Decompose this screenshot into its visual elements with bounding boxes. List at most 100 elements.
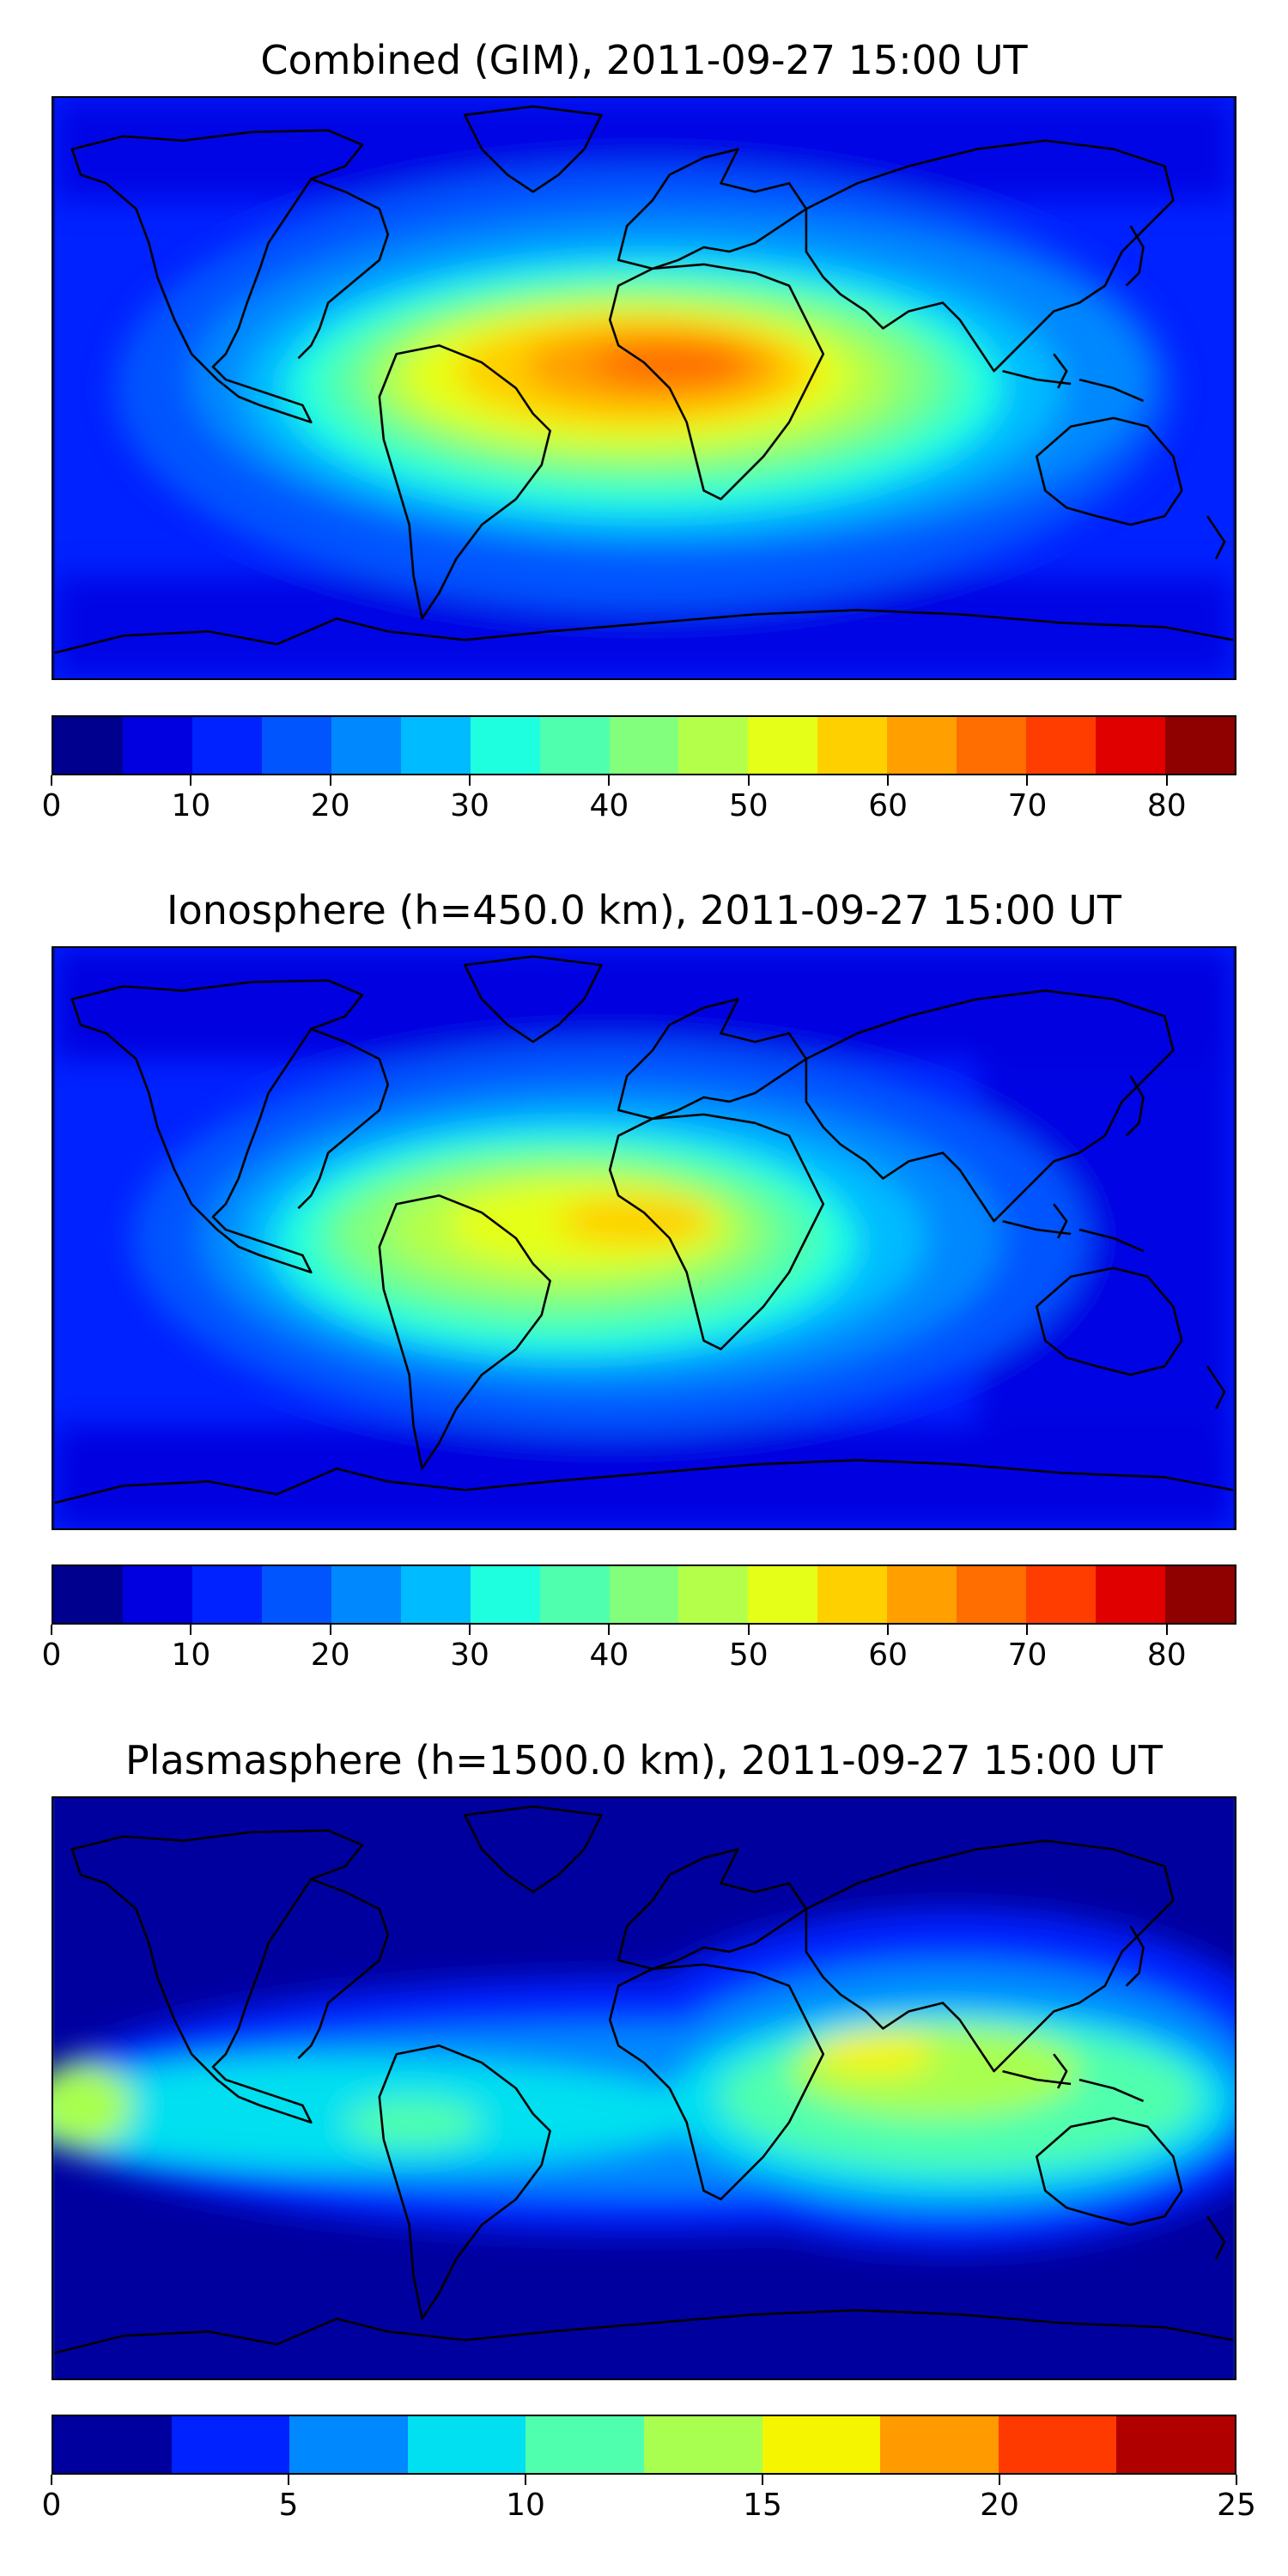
- colorbar-segment: [748, 717, 818, 774]
- colorbar-tick: [608, 1625, 611, 1635]
- colorbar-segment: [1026, 1566, 1097, 1623]
- colorbar-segment: [400, 1566, 471, 1623]
- colorbar-tick: [190, 775, 192, 786]
- colorbar-tick-label: 70: [1007, 788, 1048, 823]
- colorbar-tick-label: 15: [743, 2488, 782, 2523]
- colorbar-tick-label: 20: [310, 788, 350, 823]
- colorbar-tick: [762, 2475, 763, 2485]
- colorbar-tick-label: 20: [980, 2488, 1019, 2523]
- colorbar-tick: [1165, 1625, 1168, 1635]
- colorbar-tick: [1165, 775, 1168, 786]
- colorbar-tick-label: 25: [1217, 2488, 1256, 2523]
- map-title: Combined (GIM), 2011-09-27 15:00 UT: [260, 37, 1028, 83]
- colorbar-tick: [1026, 775, 1029, 786]
- colorbar-segment: [470, 717, 540, 774]
- colorbar-tick: [1236, 2475, 1237, 2485]
- colorbar-segment: [400, 717, 471, 774]
- colorbar-tick: [51, 1625, 52, 1635]
- colorbar-tick: [190, 1625, 192, 1635]
- colorbar-tick: [999, 2475, 1000, 2485]
- colorbar: [52, 715, 1236, 775]
- colorbar-segment: [171, 2416, 290, 2473]
- colorbar-segment: [331, 717, 401, 774]
- colorbar-segment: [407, 2416, 526, 2473]
- colorbar-tick: [329, 775, 331, 786]
- colorbar-tick-label: 40: [589, 1637, 629, 1673]
- colorbar-tick-label: 70: [1007, 1637, 1048, 1673]
- colorbar-tick: [525, 2475, 526, 2485]
- colorbar-segment: [539, 717, 610, 774]
- colorbar-segment: [880, 2416, 999, 2473]
- colorbar-tick: [887, 1625, 890, 1635]
- colorbar-tick-label: 10: [171, 788, 211, 823]
- colorbar-segment: [53, 717, 123, 774]
- colorbar-tick: [288, 2475, 289, 2485]
- colorbar-tick: [1026, 1625, 1029, 1635]
- colorbar-segment: [1096, 717, 1165, 774]
- tec-map-combined: [52, 96, 1236, 680]
- colorbar-tick-label: 80: [1146, 1637, 1187, 1673]
- colorbar-tick-label: 5: [278, 2488, 299, 2523]
- colorbar-segment: [539, 1566, 610, 1623]
- colorbar-segment: [331, 1566, 401, 1623]
- colorbar-tick-label: 50: [728, 788, 769, 823]
- colorbar-segment: [1096, 1566, 1165, 1623]
- colorbar-segment: [1116, 2416, 1235, 2473]
- colorbar-segment: [998, 2416, 1117, 2473]
- colorbar-ticks: 0 10 20 30 40 50 60 70 80: [42, 1625, 1236, 1676]
- colorbar-tick-label: 10: [506, 2488, 545, 2523]
- colorbar-segment: [609, 1566, 679, 1623]
- colorbar-segment: [817, 1566, 888, 1623]
- colorbar-tick-label: 40: [589, 788, 629, 823]
- colorbar-tick: [329, 1625, 331, 1635]
- colorbar-segment: [191, 717, 262, 774]
- map-title: Ionosphere (h=450.0 km), 2011-09-27 15:0…: [167, 887, 1121, 933]
- colorbar-tick-label: 0: [41, 1637, 62, 1673]
- colorbar: [52, 1564, 1236, 1625]
- colorbar-tick: [469, 775, 471, 786]
- tec-map-ionosphere: [52, 946, 1236, 1530]
- colorbar-segment: [957, 717, 1027, 774]
- colorbar-ticks: 0 10 20 30 40 50 60 70 80: [42, 775, 1236, 827]
- colorbar-segment: [887, 1566, 957, 1623]
- colorbar-segment: [817, 717, 888, 774]
- colorbar-segment: [678, 1566, 749, 1623]
- colorbar-tick-label: 50: [728, 1637, 769, 1673]
- colorbar-segment: [1026, 717, 1097, 774]
- colorbar-segment: [678, 717, 749, 774]
- colorbar-ticks: 0 5 10 15 20 25: [42, 2475, 1256, 2526]
- colorbar-tick: [608, 775, 611, 786]
- colorbar-segment: [53, 1566, 123, 1623]
- colorbar-segment: [887, 717, 957, 774]
- colorbar-segment: [261, 1566, 331, 1623]
- colorbar-tick: [469, 1625, 471, 1635]
- colorbar-segment: [191, 1566, 262, 1623]
- colorbar-tick-label: 20: [310, 1637, 350, 1673]
- colorbar-tick: [51, 775, 52, 786]
- colorbar-segment: [289, 2416, 408, 2473]
- colorbar: [52, 2415, 1236, 2475]
- colorbar-segment: [526, 2416, 644, 2473]
- colorbar-segment: [762, 2416, 881, 2473]
- colorbar-segment: [957, 1566, 1027, 1623]
- map-title: Plasmasphere (h=1500.0 km), 2011-09-27 1…: [125, 1737, 1163, 1783]
- colorbar-segment: [643, 2416, 762, 2473]
- colorbar-tick-label: 60: [868, 788, 908, 823]
- colorbar-segment: [1165, 1566, 1235, 1623]
- colorbar-tick: [747, 775, 750, 786]
- colorbar-segment: [261, 717, 331, 774]
- colorbar-tick-label: 30: [450, 1637, 489, 1673]
- colorbar-segment: [609, 717, 679, 774]
- colorbar-segment: [1165, 717, 1235, 774]
- colorbar-tick: [51, 2475, 52, 2485]
- colorbar-tick-label: 80: [1146, 788, 1187, 823]
- colorbar-segment: [470, 1566, 540, 1623]
- colorbar-tick: [747, 1625, 750, 1635]
- colorbar-tick-label: 30: [450, 788, 489, 823]
- colorbar-tick-label: 0: [41, 2488, 62, 2523]
- colorbar-segment: [122, 717, 192, 774]
- colorbar-tick-label: 0: [41, 788, 62, 823]
- colorbar-segment: [748, 1566, 818, 1623]
- colorbar-segment: [53, 2416, 172, 2473]
- colorbar-tick: [887, 775, 890, 786]
